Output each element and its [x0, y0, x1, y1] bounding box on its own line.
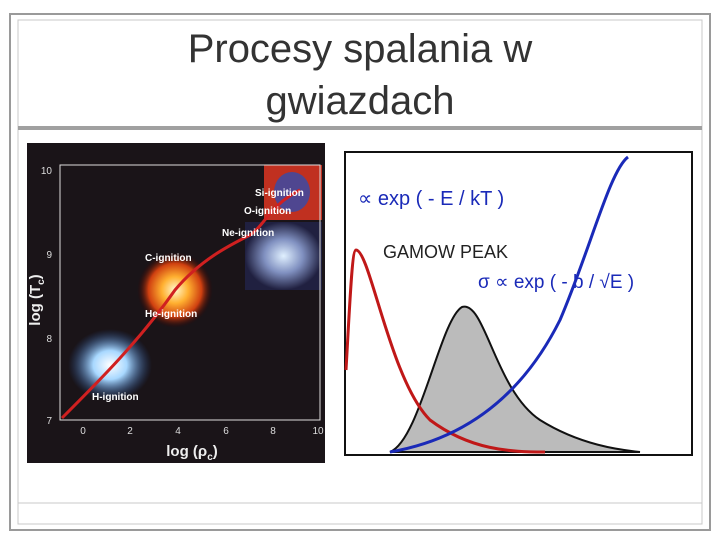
y-tick-label: 9: [46, 250, 52, 261]
right-figure: ∝ exp ( - E / kT ) GAMOW PEAK σ ∝ exp ( - …: [344, 151, 693, 456]
frame-inner: [17, 19, 703, 525]
annotation: C-ignition: [145, 253, 192, 264]
title-line: Procesy spalania w: [188, 27, 533, 71]
title-line: gwiazdach: [265, 79, 454, 123]
x-tick-label: 10: [312, 426, 324, 437]
axis-label-sub: c: [207, 452, 213, 463]
x-tick-label: 6: [223, 426, 229, 437]
cold-star: [68, 329, 152, 401]
curve-label: σ ∝ exp ( - b / √E ): [478, 272, 634, 293]
tunneling-curve: [389, 155, 629, 454]
annotation: Si-ignition: [255, 188, 304, 199]
curve-label: GAMOW PEAK: [383, 242, 508, 262]
annotation: He-ignition: [145, 309, 197, 320]
axis-label: log (Tc): [27, 274, 47, 325]
frame: [9, 13, 711, 531]
axis-label: log (ρc): [166, 443, 218, 463]
y-tick-label: 8: [46, 334, 52, 345]
axis-label-text: log (T: [27, 285, 44, 326]
evolution-track: [60, 188, 301, 420]
plot-frame: [59, 164, 321, 421]
annotation: H-ignition: [92, 392, 139, 403]
x-tick-label: 4: [175, 426, 181, 437]
x-tick-label: 0: [80, 426, 86, 437]
curve-label: ∝ exp ( - E / kT ): [358, 188, 504, 210]
axis-label-text: log (ρ: [166, 443, 207, 460]
y-tick-label: 10: [41, 166, 53, 177]
gamow-peak: [389, 305, 641, 453]
annotation: O-ignition: [244, 206, 291, 217]
axis-label-sub: c: [36, 279, 47, 285]
y-tick-label: 7: [46, 416, 52, 427]
axis-label-close: ): [27, 274, 44, 279]
x-tick-label: 8: [270, 426, 276, 437]
annotation: Ne-ignition: [222, 228, 274, 239]
nebula: [245, 222, 322, 290]
axis-label-close: ): [213, 443, 218, 460]
x-tick-label: 2: [127, 426, 133, 437]
maxwell-curve: [344, 248, 546, 454]
